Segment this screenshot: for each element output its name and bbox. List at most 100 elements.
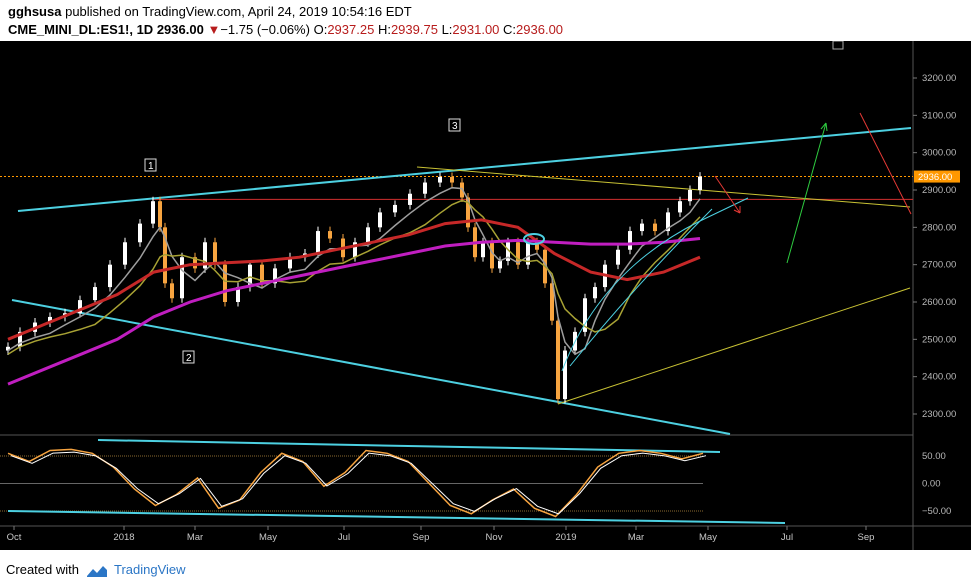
- price-tick-label: 3200.00: [922, 73, 956, 84]
- candle-body: [526, 242, 530, 265]
- candle-body: [640, 223, 644, 232]
- tradingview-brand[interactable]: TradingView: [114, 562, 186, 577]
- candle-body: [408, 193, 412, 205]
- publish-info: gghsusa published on TradingView.com, Ap…: [8, 4, 412, 19]
- candle-body: [423, 182, 427, 194]
- price-tick-label: 3000.00: [922, 148, 956, 159]
- published-text: published on TradingView.com, April 24, …: [65, 4, 412, 19]
- oscillator-line: [7, 448, 704, 518]
- price-axis: 2300.00 2400.00 2500.00 2600.00 2700.00 2800.…: [913, 73, 960, 420]
- candle-body: [138, 223, 142, 243]
- time-tick-label: Oct: [7, 532, 22, 543]
- candle-body: [498, 260, 502, 269]
- symbol-info: CME_MINI_DL:ES1!, 1D 2936.00 ▼−1.75 (−0.…: [8, 22, 563, 37]
- annotation-label: 2: [186, 353, 192, 364]
- price-tick-label: 2800.00: [922, 222, 956, 233]
- candle-body: [678, 201, 682, 213]
- candle-body: [450, 176, 454, 183]
- candle-body: [108, 264, 112, 288]
- annotation-box: [448, 118, 461, 132]
- low-value: 2931.00: [452, 22, 500, 37]
- osc-upper-trendline: [97, 439, 721, 453]
- highlight-ellipse: [523, 233, 545, 245]
- low-label: L:: [441, 22, 453, 37]
- candle-body: [288, 257, 292, 269]
- time-tick-label: Sep: [413, 532, 430, 543]
- candle-body: [316, 231, 320, 254]
- oscillator-signal-line: [10, 451, 707, 515]
- candle-body: [273, 268, 277, 284]
- up-arrow-head-icon: [820, 122, 828, 132]
- candle-body: [516, 242, 520, 265]
- candle-body: [203, 242, 207, 269]
- candle-body: [213, 242, 217, 265]
- candle-body: [48, 316, 52, 323]
- osc-tick-label: 50.00: [922, 451, 946, 462]
- yellow-trendline-upper: [416, 166, 911, 208]
- candle-body: [466, 197, 470, 228]
- candle-body: [563, 350, 567, 400]
- tradingview-logo-icon: [86, 565, 107, 577]
- up-arrow-icon: [786, 122, 827, 264]
- open-label: O:: [313, 22, 328, 37]
- candle-body: [506, 242, 510, 261]
- price-chart[interactable]: 123 2300.002400.002500.002600.002700.002…: [0, 41, 971, 550]
- candle-body: [698, 176, 702, 190]
- candle-body: [353, 242, 357, 258]
- candle-body: [18, 331, 22, 347]
- candle-body: [616, 249, 620, 265]
- time-tick-label: Sep: [858, 532, 875, 543]
- annotation-box: [182, 350, 195, 364]
- time-axis: Oct 2018 Mar May Jul Sep Nov 2019 Mar May Jul Sep: [7, 526, 875, 543]
- candle-body: [556, 320, 560, 400]
- annotation-label: 1: [148, 161, 154, 172]
- last-price-badge-label: 2936.00: [918, 172, 952, 183]
- candle-body: [593, 287, 597, 299]
- close-value: 2936.00: [516, 22, 564, 37]
- candle-body: [180, 257, 184, 299]
- candle-body: [328, 231, 332, 239]
- candle-body: [158, 201, 162, 228]
- candle-body: [123, 242, 127, 265]
- down-arrow-icon: ▼: [207, 22, 221, 37]
- time-tick-label: May: [699, 532, 717, 543]
- ma-magenta: [7, 237, 701, 386]
- time-tick-label: 2019: [555, 532, 576, 543]
- channel-curve-lower: [569, 208, 713, 367]
- time-tick-label: 2018: [113, 532, 134, 543]
- candle-body: [583, 298, 587, 332]
- osc-tick-label: 0.00: [922, 479, 941, 490]
- oscillator-axis: −50.00 0.00 50.00: [922, 451, 951, 517]
- ma-red: [7, 218, 701, 341]
- price-tick-label: 2300.00: [922, 409, 956, 420]
- author-name[interactable]: gghsusa: [8, 4, 62, 19]
- annotation-label: 3: [452, 121, 458, 132]
- close-label: C:: [503, 22, 517, 37]
- ma-olive: [7, 199, 701, 355]
- time-tick-label: May: [259, 532, 277, 543]
- osc-tick-label: −50.00: [922, 506, 951, 517]
- down-arrow-head-icon: [733, 206, 741, 214]
- osc-lower-trendline: [7, 510, 786, 524]
- candle-body: [163, 227, 167, 284]
- time-tick-label: Jul: [338, 532, 350, 543]
- annotation-box: [144, 158, 157, 172]
- time-tick-label: Mar: [187, 532, 203, 543]
- time-tick-label: Jul: [781, 532, 793, 543]
- channel-curve-upper: [561, 197, 749, 372]
- candle-body: [260, 264, 264, 284]
- candle-body: [378, 212, 382, 228]
- price-tick-label: 2500.00: [922, 334, 956, 345]
- main-pane: 1 2 3: [0, 112, 913, 435]
- lower-trendline: [11, 299, 731, 435]
- candle-body: [78, 300, 82, 314]
- candle-body: [223, 264, 227, 302]
- price-tick-label: 2600.00: [922, 297, 956, 308]
- created-with-text: Created with: [6, 562, 79, 577]
- candle-body: [366, 227, 370, 243]
- candle-body: [666, 212, 670, 232]
- open-value: 2937.25: [327, 22, 375, 37]
- price-tick-label: 2400.00: [922, 372, 956, 383]
- candle-body: [151, 201, 155, 224]
- chart-background: [0, 41, 971, 550]
